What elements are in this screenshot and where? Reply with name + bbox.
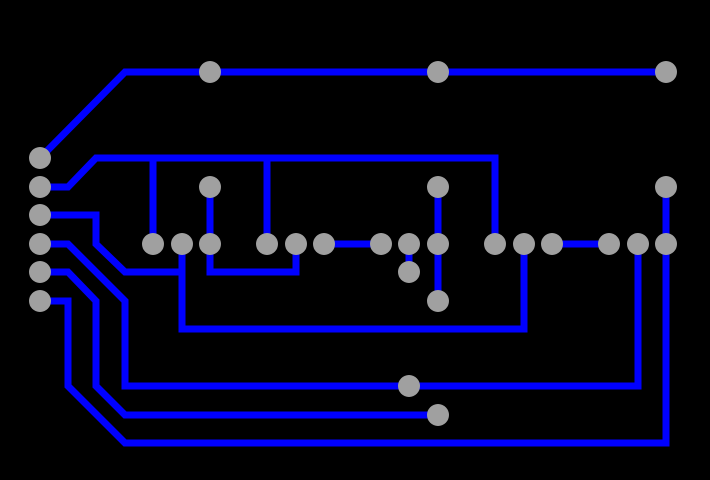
pad-30 [398,375,420,397]
pad-24 [541,233,563,255]
trace-bottom-loop [178,240,528,333]
pad-2 [29,176,51,198]
pads [29,61,677,426]
pad-31 [427,404,449,426]
pad-16 [256,233,278,255]
trace-top-bus [35,68,670,163]
pad-20 [398,233,420,255]
pad-27 [655,233,677,255]
pad-26 [627,233,649,255]
pad-28 [398,261,420,283]
pad-17 [285,233,307,255]
pad-14 [171,233,193,255]
pad-9 [655,61,677,83]
trace-header-5 [36,268,442,419]
pad-6 [29,290,51,312]
trace-header-6 [36,183,670,447]
pad-8 [427,61,449,83]
pad-11 [427,176,449,198]
pad-5 [29,261,51,283]
pad-15 [199,233,221,255]
trace-header-3 [36,211,186,276]
pad-7 [199,61,221,83]
pad-18 [313,233,335,255]
pad-25 [598,233,620,255]
pad-29 [427,290,449,312]
pad-22 [484,233,506,255]
pad-23 [513,233,535,255]
pad-21 [427,233,449,255]
pad-4 [29,233,51,255]
pad-1 [29,147,51,169]
trace-upper-bus [36,154,499,248]
pad-12 [655,176,677,198]
trace-u-link [206,183,300,276]
trace-header-4 [36,240,642,390]
pad-3 [29,204,51,226]
pad-10 [199,176,221,198]
pad-13 [142,233,164,255]
pad-19 [370,233,392,255]
